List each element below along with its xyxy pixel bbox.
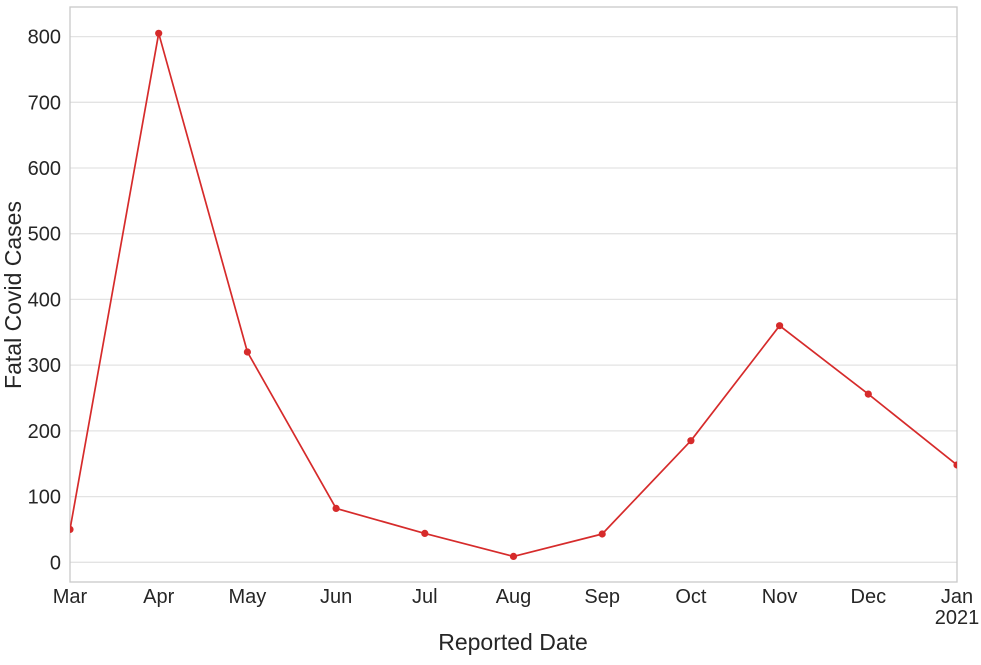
x-tick-label: Apr [143,586,174,608]
y-axis-tick-labels: 0 100 200 300 400 500 600 700 800 [28,27,61,575]
x-tick-label: Mar [53,586,88,608]
y-tick-label: 500 [28,224,61,246]
data-point-marker [243,348,251,356]
x-tick-label: Sep [584,586,620,608]
data-point-marker [155,29,163,37]
y-tick-label: 400 [28,289,61,311]
data-point-marker [598,530,606,538]
x-tick-label: Dec [851,586,887,608]
data-point-marker [776,322,784,330]
x-tick-label: May [229,586,267,608]
x-tick-label: Jul [412,586,438,608]
plot-area [70,7,957,582]
y-tick-label: 0 [50,552,61,574]
y-tick-label: 300 [28,355,61,377]
data-point-marker [687,437,695,445]
x-tick-label: 2021 [935,607,980,629]
y-tick-label: 600 [28,158,61,180]
y-tick-label: 200 [28,421,61,443]
data-point-marker [864,390,872,398]
data-point-marker [509,552,518,561]
gridlines [70,35,957,563]
x-tick-label: Aug [496,586,532,608]
data-point-marker [421,529,429,538]
x-tick-label: Oct [675,586,707,608]
y-tick-label: 800 [28,27,61,49]
data-point-marker [953,461,957,469]
x-tick-label: Nov [762,586,798,608]
x-axis-title: Reported Date [438,629,588,655]
plot-border [69,6,958,583]
x-tick-label: Jun [320,586,352,608]
y-tick-label: 100 [28,487,61,509]
series-fatal-covid-cases [70,29,957,561]
x-tick-label: Jan [941,586,973,608]
y-tick-label: 700 [28,92,61,114]
data-point-marker [70,525,74,533]
data-point-marker [332,504,340,512]
y-axis-title: Fatal Covid Cases [0,201,26,389]
